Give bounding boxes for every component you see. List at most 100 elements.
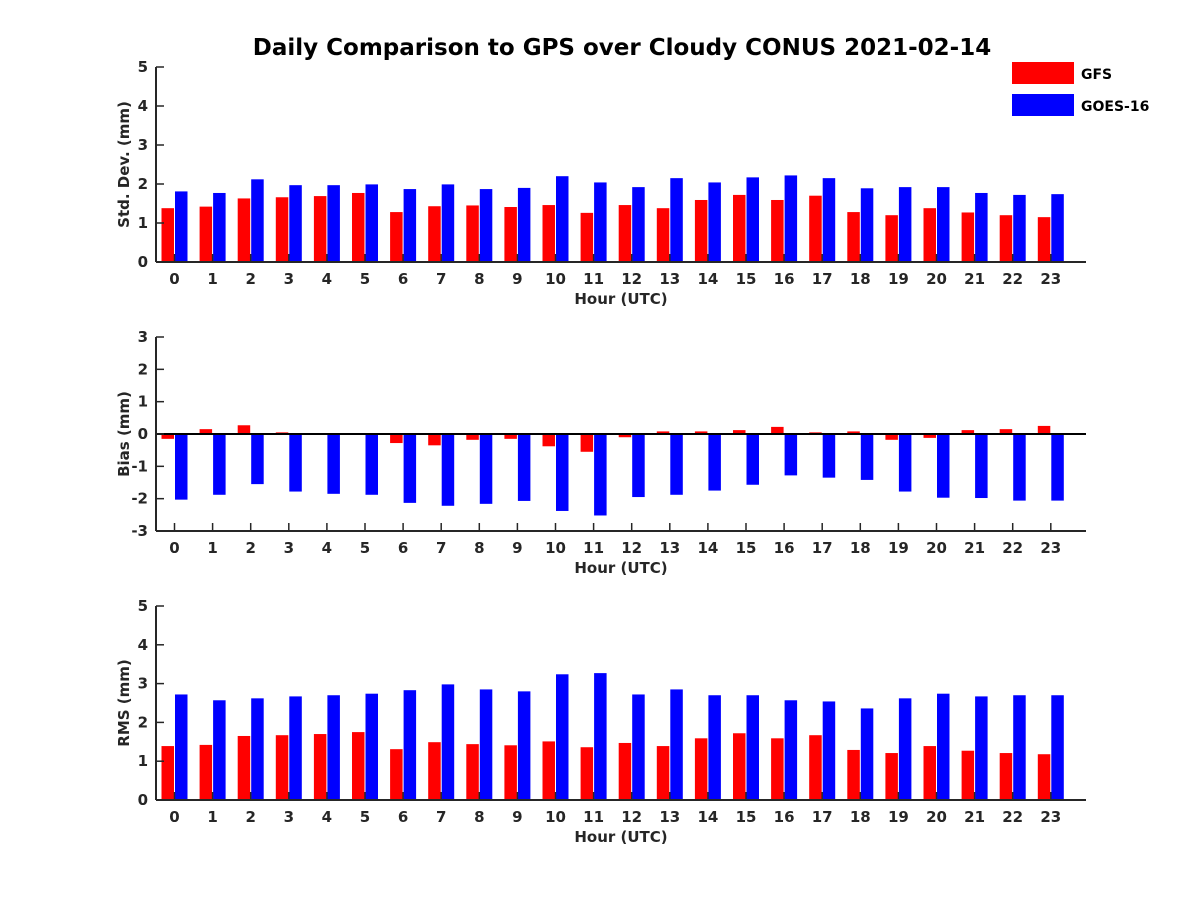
bar-goes16-hour-3 [289, 434, 302, 492]
x-tick-label: 12 [621, 270, 642, 288]
y-tick-label: 3 [138, 328, 148, 346]
y-axis-label: RMS (mm) [115, 659, 133, 746]
bar-gfs-hour-17 [809, 195, 822, 262]
bar-gfs-hour-19 [885, 215, 898, 262]
x-tick-label: 6 [398, 270, 408, 288]
bar-gfs-hour-20 [923, 746, 936, 800]
bar-goes16-hour-10 [556, 674, 569, 800]
bar-goes16-hour-2 [251, 179, 264, 262]
x-tick-label: 23 [1040, 539, 1061, 557]
x-tick-label: 12 [621, 539, 642, 557]
bar-gfs-hour-4 [313, 196, 327, 262]
bar-gfs-hour-6 [390, 212, 403, 262]
bar-gfs-hour-21 [961, 430, 975, 434]
bar-goes16-hour-2 [251, 434, 264, 485]
bar-gfs-hour-15 [733, 430, 746, 434]
x-tick-label: 18 [850, 539, 871, 557]
x-tick-label: 2 [245, 270, 255, 288]
bar-gfs-hour-2 [237, 425, 251, 434]
x-tick-label: 13 [659, 539, 680, 557]
x-tick-label: 20 [926, 808, 947, 826]
bar-goes16-hour-6 [403, 434, 417, 503]
bar-goes16-hour-12 [632, 434, 645, 498]
x-tick-label: 3 [284, 270, 294, 288]
x-tick-label: 12 [621, 808, 642, 826]
x-tick-label: 17 [812, 270, 833, 288]
y-tick-label: 0 [138, 791, 148, 809]
y-tick-label: 4 [138, 97, 148, 115]
bar-gfs-hour-10 [542, 434, 555, 447]
bar-gfs-hour-0 [161, 434, 174, 439]
y-axis-label: Std. Dev. (mm) [115, 101, 133, 228]
bar-gfs-hour-13 [656, 431, 670, 434]
y-tick-label: -3 [131, 522, 148, 540]
legend-label-goes16: GOES-16 [1081, 99, 1149, 115]
y-tick-label: -1 [131, 457, 148, 475]
bar-gfs-hour-7 [428, 434, 441, 446]
bar-goes16-hour-2 [251, 698, 264, 800]
bar-gfs-hour-13 [656, 208, 670, 262]
x-tick-label: 6 [398, 539, 408, 557]
x-tick-label: 16 [774, 539, 795, 557]
y-tick-label: 1 [138, 752, 148, 770]
bar-goes16-hour-6 [403, 189, 417, 262]
x-tick-label: 13 [659, 270, 680, 288]
bar-gfs-hour-2 [237, 735, 251, 800]
bar-gfs-hour-16 [771, 738, 784, 800]
bar-gfs-hour-12 [618, 205, 632, 262]
x-tick-label: 0 [169, 539, 179, 557]
bar-gfs-hour-20 [923, 208, 936, 262]
bar-goes16-hour-16 [784, 700, 798, 800]
bar-goes16-hour-4 [327, 695, 340, 800]
bar-gfs-hour-15 [733, 194, 746, 262]
x-tick-label: 8 [474, 808, 484, 826]
bar-gfs-hour-9 [504, 745, 517, 800]
bar-goes16-hour-7 [441, 684, 455, 800]
y-tick-label: 2 [138, 175, 148, 193]
x-tick-label: 15 [736, 539, 757, 557]
bar-gfs-hour-6 [390, 749, 403, 800]
bar-goes16-hour-21 [975, 696, 988, 800]
y-tick-label: 1 [138, 214, 148, 232]
bar-gfs-hour-20 [923, 434, 936, 438]
x-tick-label: 5 [360, 539, 370, 557]
bar-gfs-hour-17 [809, 735, 822, 800]
bar-gfs-hour-18 [847, 431, 860, 434]
bar-gfs-hour-22 [999, 215, 1013, 262]
bar-gfs-hour-13 [656, 746, 670, 800]
y-tick-label: 1 [138, 393, 148, 411]
x-tick-label: 22 [1002, 808, 1023, 826]
bar-goes16-hour-7 [441, 184, 455, 262]
x-tick-label: 16 [774, 808, 795, 826]
bar-gfs-hour-9 [504, 434, 517, 439]
y-tick-label: 2 [138, 713, 148, 731]
bar-goes16-hour-20 [937, 187, 950, 262]
x-tick-label: 17 [812, 539, 833, 557]
bar-gfs-hour-8 [466, 744, 479, 800]
x-tick-label: 15 [736, 270, 757, 288]
bar-goes16-hour-18 [860, 708, 874, 800]
bar-goes16-hour-7 [441, 434, 455, 506]
bar-gfs-hour-16 [771, 426, 784, 434]
bar-goes16-hour-9 [517, 434, 531, 501]
bar-gfs-hour-23 [1037, 754, 1051, 800]
x-tick-label: 0 [169, 270, 179, 288]
bar-goes16-hour-17 [822, 701, 836, 800]
bar-goes16-hour-20 [937, 434, 950, 498]
x-tick-label: 22 [1002, 270, 1023, 288]
x-tick-label: 14 [697, 539, 718, 557]
bar-goes16-hour-12 [632, 694, 645, 800]
bar-gfs-hour-1 [199, 206, 213, 262]
bar-gfs-hour-11 [580, 212, 594, 262]
bar-goes16-hour-13 [670, 434, 683, 495]
bar-goes16-hour-14 [708, 695, 721, 800]
x-tick-label: 9 [512, 539, 522, 557]
bar-goes16-hour-8 [479, 434, 493, 504]
x-tick-label: 14 [697, 808, 718, 826]
bar-goes16-hour-21 [975, 192, 988, 262]
bar-gfs-hour-14 [694, 738, 708, 800]
x-tick-label: 14 [697, 270, 718, 288]
